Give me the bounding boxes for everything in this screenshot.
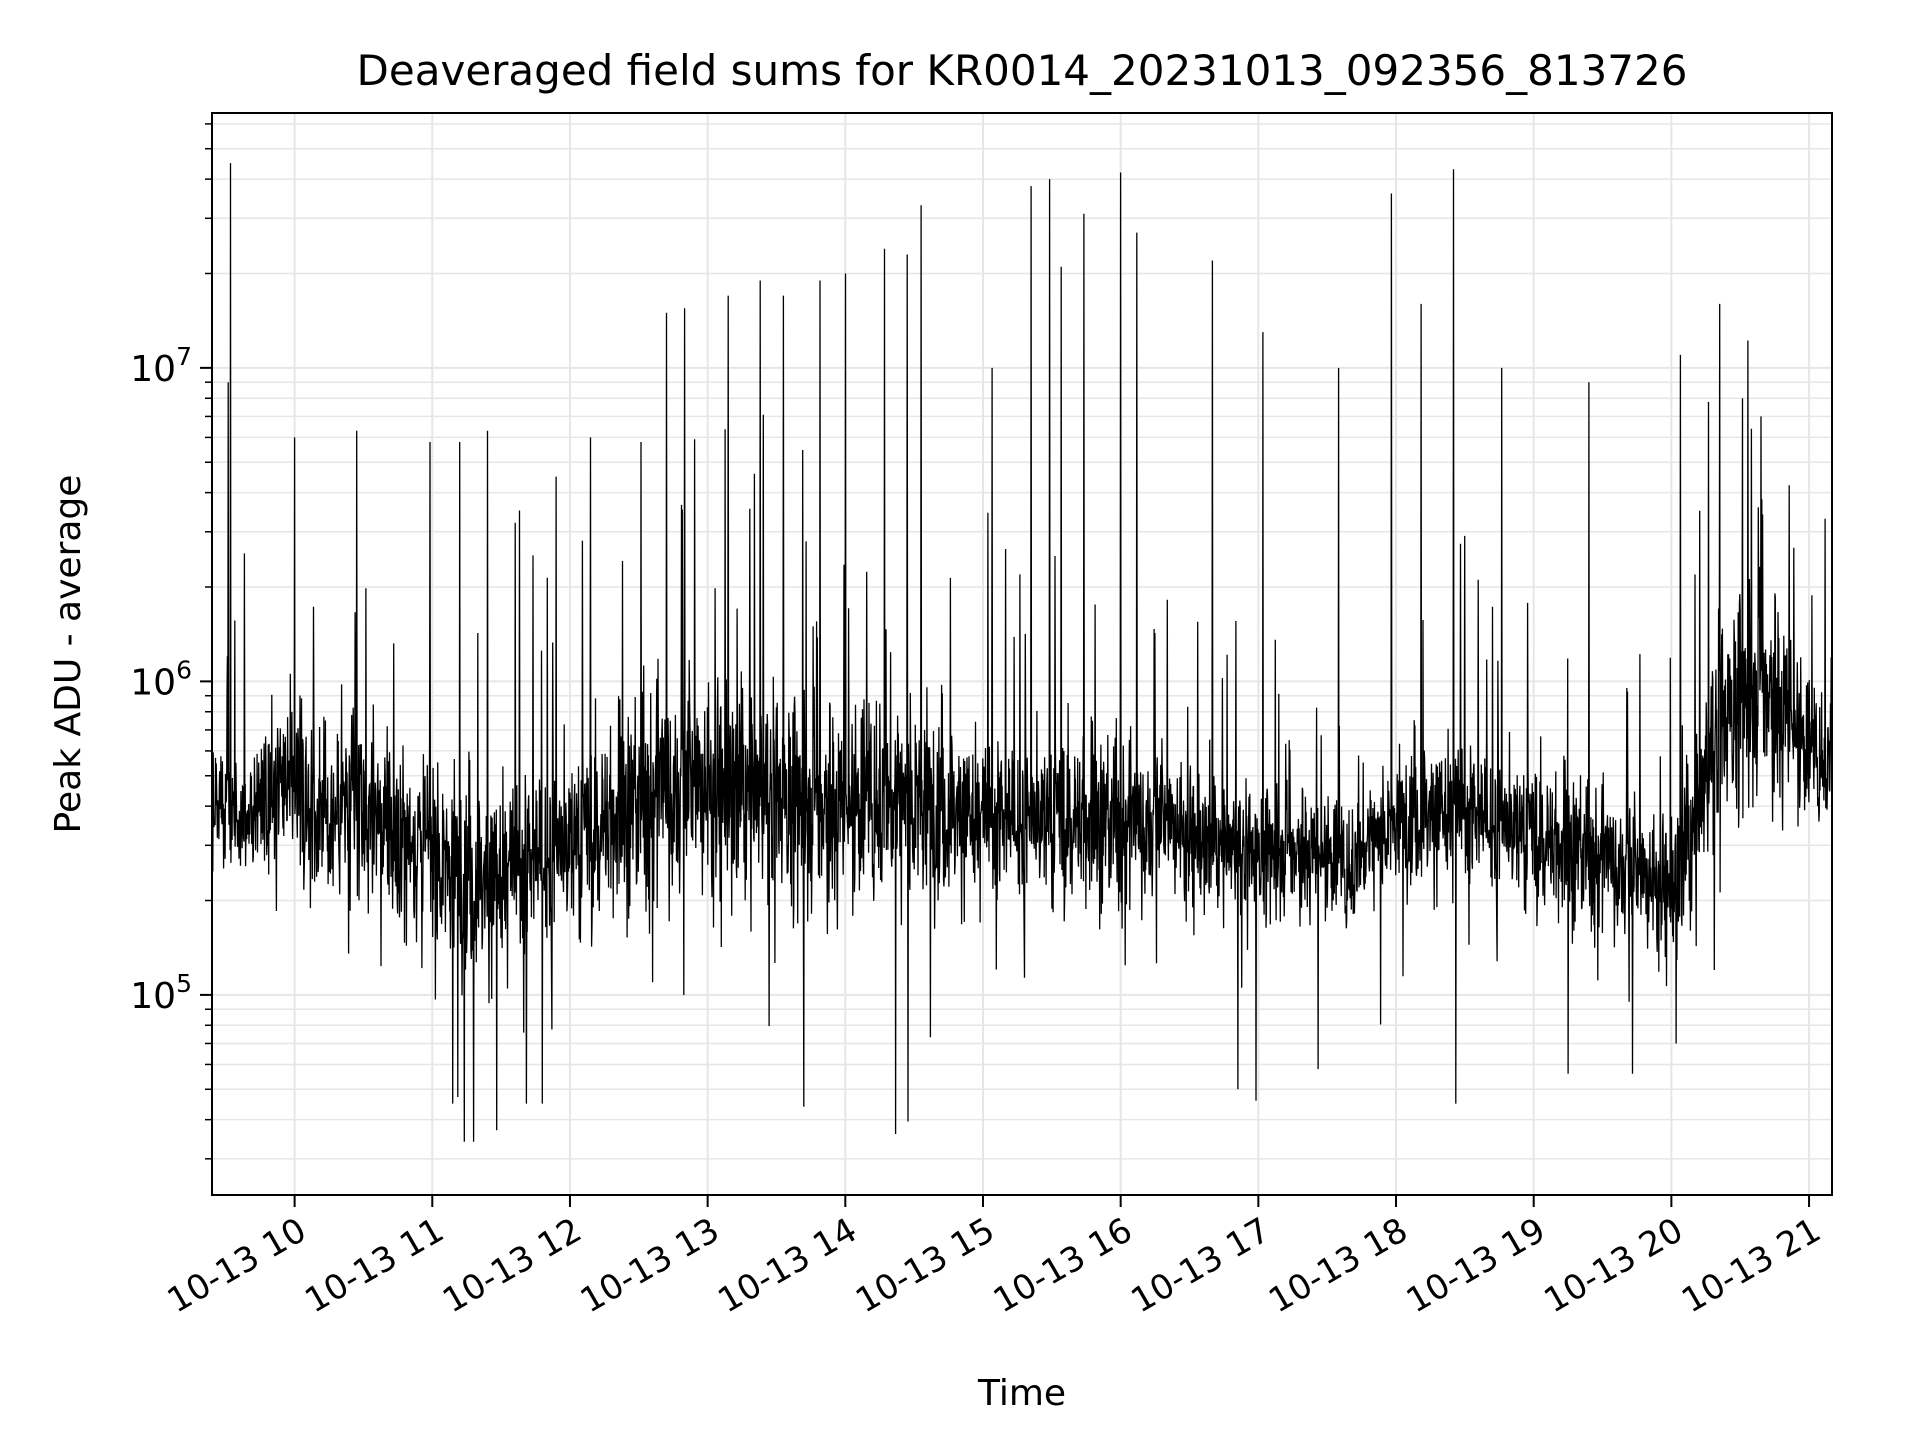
y-tick-label: 105 <box>130 969 192 1017</box>
x-axis-label: Time <box>977 1373 1066 1414</box>
series-line <box>211 163 1833 1142</box>
major-gridlines <box>212 113 1832 1195</box>
data-series <box>211 163 1833 1142</box>
plot-frame <box>211 112 1833 1196</box>
y-axis-ticks: 105 106 107 <box>130 123 212 1160</box>
y-axis-label: Peak ADU - average <box>48 475 89 834</box>
y-tick-label: 107 <box>130 342 192 390</box>
chart-title: Deaveraged field sums for KR0014_2023101… <box>357 46 1688 95</box>
y-tick-label: 106 <box>130 655 192 703</box>
